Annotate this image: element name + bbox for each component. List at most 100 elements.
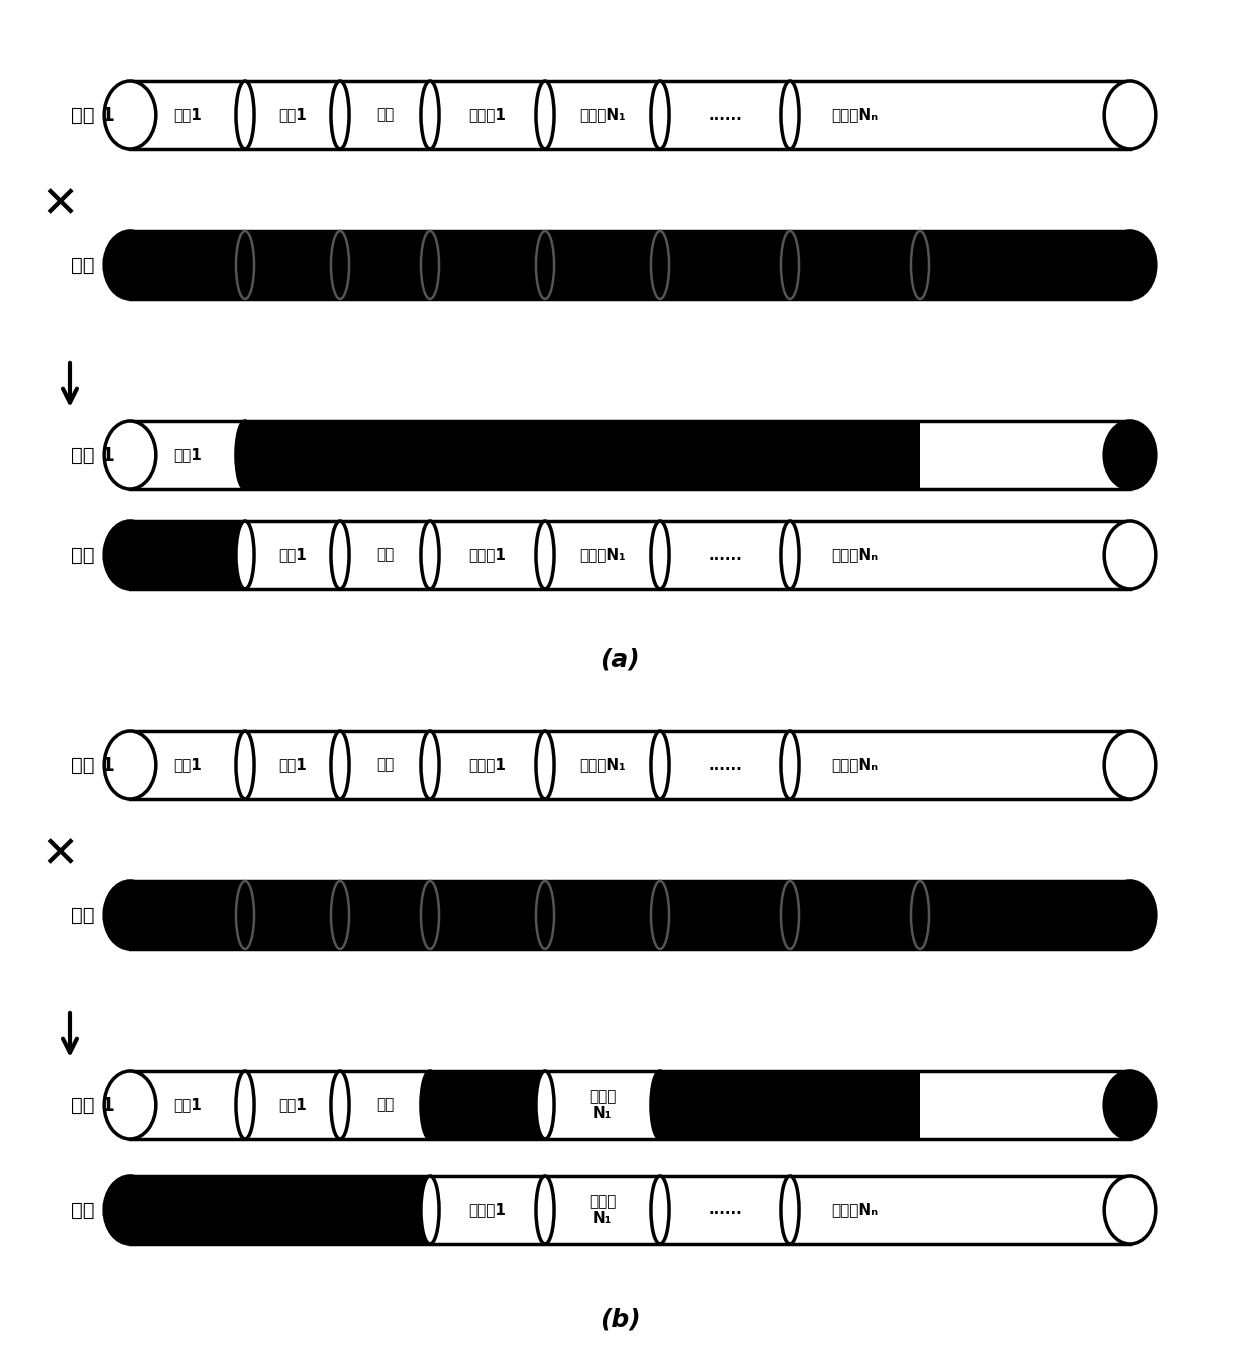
Ellipse shape [104,1176,156,1244]
Ellipse shape [781,730,799,799]
Ellipse shape [236,421,254,490]
Text: ✕: ✕ [41,834,78,877]
Ellipse shape [1104,1176,1156,1244]
Text: 标识位1: 标识位1 [469,757,506,772]
Ellipse shape [420,1071,439,1139]
Text: 父代 1: 父代 1 [71,105,115,125]
Bar [430,1176,546,1244]
Ellipse shape [536,730,554,799]
Ellipse shape [331,231,348,299]
Ellipse shape [104,730,156,799]
Ellipse shape [1104,81,1156,149]
Ellipse shape [536,1176,554,1244]
Ellipse shape [536,231,554,299]
Text: 标识位1: 标识位1 [469,108,506,122]
Ellipse shape [536,881,554,950]
Bar [130,1176,430,1244]
Ellipse shape [420,1176,439,1244]
Text: ......: ...... [708,1202,742,1217]
Text: 配体: 配体 [376,1098,394,1112]
Bar [340,521,430,589]
Text: 子代 2: 子代 2 [71,1201,115,1220]
Bar [790,521,920,589]
Text: 水分子Nₙ: 水分子Nₙ [832,108,879,122]
Bar [246,81,340,149]
Text: 水分子Nₙ: 水分子Nₙ [832,757,879,772]
Text: ......: ...... [708,757,742,772]
Text: (a): (a) [600,648,640,672]
Ellipse shape [1104,521,1156,589]
Bar [790,1176,920,1244]
Text: 交叉1: 交叉1 [174,448,202,463]
Bar [130,231,1130,299]
Ellipse shape [911,231,929,299]
Ellipse shape [781,1176,799,1244]
Ellipse shape [331,881,348,950]
Ellipse shape [651,1071,670,1139]
Text: 子代 2: 子代 2 [71,546,115,565]
Bar [246,521,340,589]
Bar [130,881,1130,950]
Ellipse shape [536,1071,554,1139]
Ellipse shape [331,81,348,149]
Text: 水分子N₁: 水分子N₁ [579,757,626,772]
Ellipse shape [236,1071,254,1139]
Text: 配体: 配体 [376,547,394,562]
Bar [660,81,790,149]
Ellipse shape [420,521,439,589]
Text: 水分子N₁: 水分子N₁ [579,547,626,562]
Text: ✕: ✕ [41,183,78,226]
Bar [130,81,246,149]
Ellipse shape [420,881,439,950]
Text: 标识位1: 标识位1 [469,1202,506,1217]
Text: 水分子
N₁: 水分子 N₁ [589,1089,616,1122]
Ellipse shape [104,521,156,589]
Ellipse shape [104,881,156,950]
Ellipse shape [236,521,254,589]
Ellipse shape [911,881,929,950]
Ellipse shape [651,881,670,950]
Ellipse shape [236,730,254,799]
Bar [430,521,546,589]
Bar [130,1071,246,1139]
Ellipse shape [536,521,554,589]
Bar [130,521,246,589]
Text: 交叉1: 交叉1 [174,108,202,122]
Text: 子代 1: 子代 1 [71,445,115,464]
Bar [246,1071,340,1139]
Text: 交叉1: 交叉1 [174,757,202,772]
Text: 配体: 配体 [376,108,394,122]
Text: 变异1: 变异1 [278,108,306,122]
Text: 父代 2: 父代 2 [71,256,115,274]
Bar [660,1071,920,1139]
Bar [546,81,660,149]
Text: 变异1: 变异1 [278,547,306,562]
Ellipse shape [651,231,670,299]
Ellipse shape [781,81,799,149]
Text: 变异1: 变异1 [278,1098,306,1112]
Bar [340,81,430,149]
Bar [430,730,546,799]
Ellipse shape [1104,421,1156,490]
Bar [130,730,246,799]
Ellipse shape [104,231,156,299]
Text: 变异1: 变异1 [278,757,306,772]
Text: ......: ...... [708,547,742,562]
Text: ......: ...... [708,108,742,122]
Ellipse shape [1104,1071,1156,1139]
Bar [430,1071,546,1139]
Bar [660,730,790,799]
Ellipse shape [651,81,670,149]
Ellipse shape [781,521,799,589]
Ellipse shape [1104,881,1156,950]
Ellipse shape [420,730,439,799]
Bar [340,1071,430,1139]
Text: (b): (b) [600,1307,640,1332]
Bar [790,730,920,799]
Text: 水分子Nₙ: 水分子Nₙ [832,1202,879,1217]
Bar [546,1176,660,1244]
Ellipse shape [331,521,348,589]
Bar [130,421,246,490]
Ellipse shape [651,521,670,589]
Text: 父代 2: 父代 2 [71,905,115,924]
